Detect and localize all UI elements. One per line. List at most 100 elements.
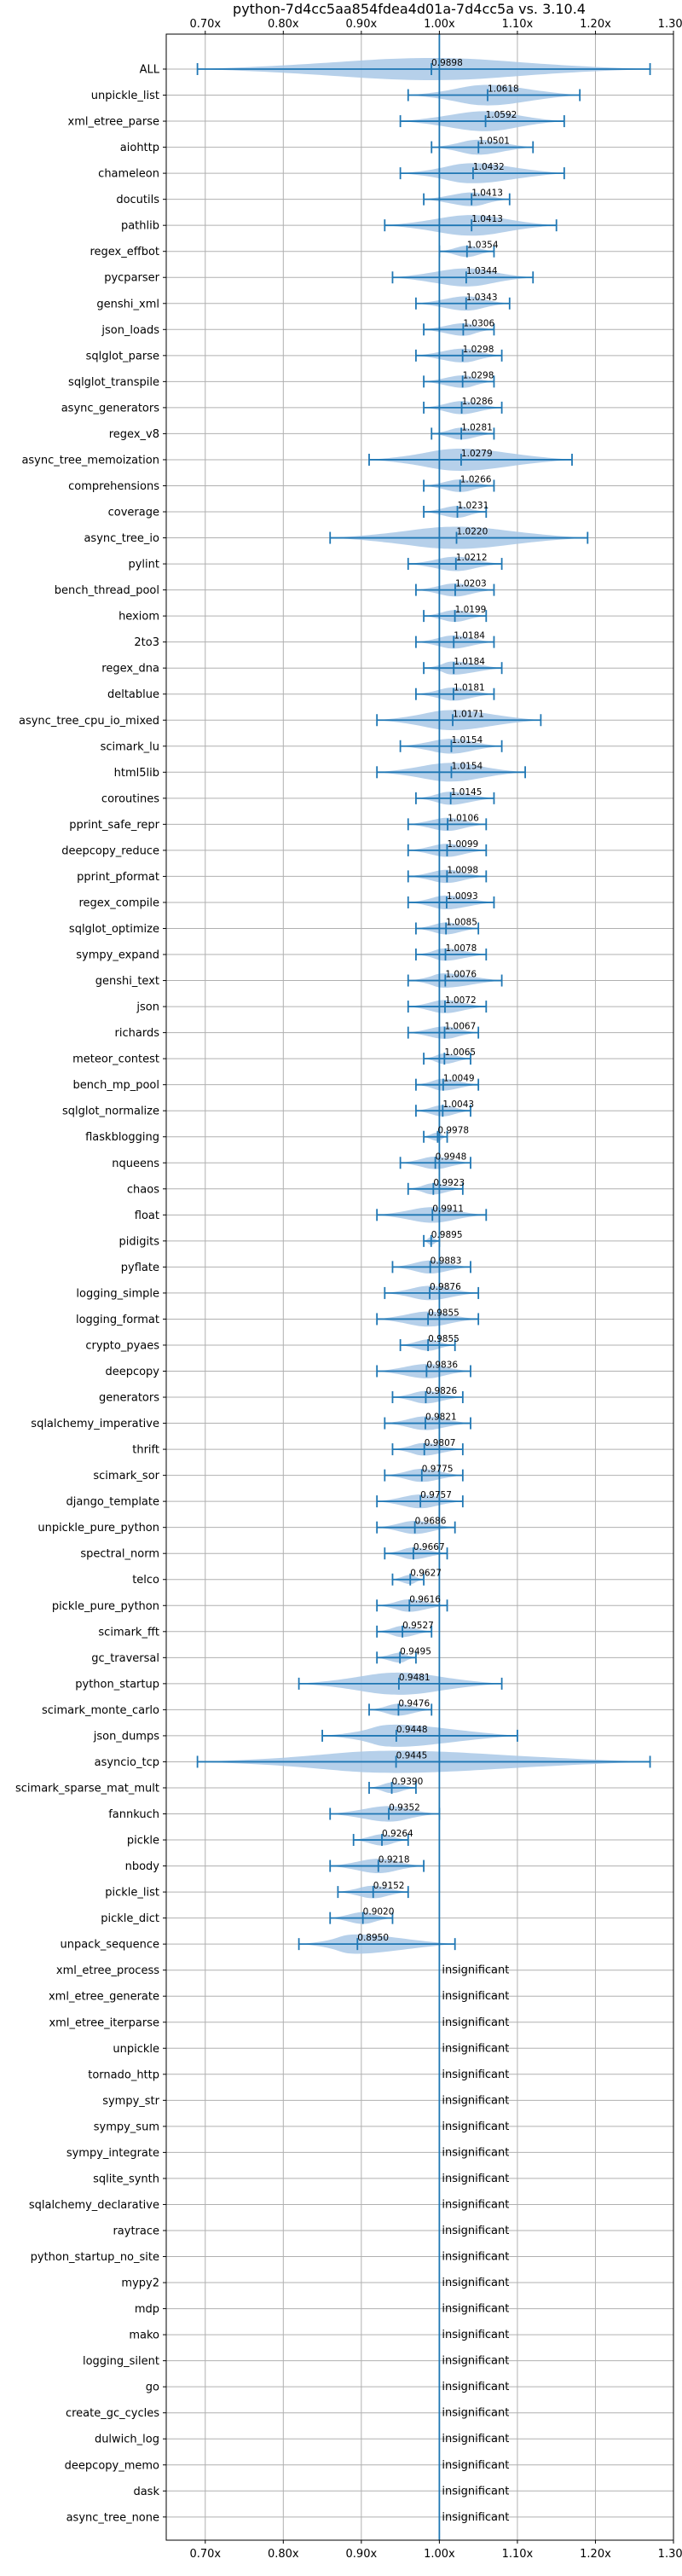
value-label: 0.9883	[431, 1256, 462, 1266]
value-label: 0.9876	[430, 1282, 461, 1292]
benchmark-label: regex_v8	[109, 428, 159, 441]
value-label: 0.9448	[396, 1725, 428, 1735]
value-label: 0.9667	[413, 1542, 445, 1552]
value-label: 0.9152	[373, 1881, 405, 1891]
insignificant-label: insignificant	[442, 2042, 509, 2055]
value-label: 1.0099	[447, 839, 478, 850]
benchmark-label: sympy_sum	[94, 2121, 159, 2133]
value-label: 1.0220	[457, 527, 488, 537]
insignificant-label: insignificant	[442, 2459, 509, 2472]
insignificant-label: insignificant	[442, 1964, 509, 1977]
benchmark-label: raytrace	[113, 2225, 159, 2237]
violin-layer	[196, 58, 651, 1954]
benchmark-label: ALL	[140, 64, 160, 77]
value-label: 1.0184	[454, 657, 485, 667]
benchmark-label: regex_dna	[101, 663, 159, 676]
benchmark-label: pickle_dict	[101, 1912, 159, 1925]
benchmark-label: coroutines	[101, 792, 159, 805]
benchmark-label: scimark_sor	[93, 1470, 159, 1482]
benchmark-label: mypy2	[121, 2277, 159, 2290]
x-tick-label-bottom: 0.70x	[189, 2548, 221, 2561]
value-label: 1.0067	[445, 1022, 477, 1032]
insignificant-label: insignificant	[442, 2511, 509, 2524]
value-label: 1.0184	[454, 631, 485, 641]
benchmark-label: pycparser	[104, 272, 159, 285]
benchmark-label: scimark_fft	[98, 1626, 159, 1639]
value-label: 1.0344	[466, 266, 498, 276]
value-label: 1.0279	[461, 449, 493, 459]
benchmark-label: python_startup	[75, 1678, 159, 1691]
benchmark-label: bench_mp_pool	[72, 1079, 159, 1092]
benchmark-label: json	[136, 1001, 159, 1014]
benchmark-label: richards	[115, 1027, 160, 1040]
insignificant-label: insignificant	[442, 2094, 509, 2107]
benchmark-label: hexiom	[118, 611, 159, 624]
benchmark-label: pyflate	[121, 1262, 159, 1274]
x-tick-label-bottom: 1.30x	[658, 2548, 682, 2561]
value-label: 0.9352	[389, 1803, 420, 1813]
benchmark-label: dulwich_log	[95, 2434, 159, 2446]
x-tick-label-top: 1.30x	[658, 18, 682, 31]
benchmark-label: pprint_pformat	[77, 871, 159, 884]
benchmark-label: async_tree_io	[84, 532, 159, 545]
value-label: 1.0231	[458, 501, 489, 511]
benchmark-label: unpickle_list	[91, 90, 159, 102]
value-label: 0.9390	[392, 1777, 424, 1787]
value-label: 0.9218	[379, 1855, 410, 1865]
insignificant-label: insignificant	[442, 2485, 509, 2498]
chart-title: python-7d4cc5aa854fdea4d01a-7d4cc5a vs. …	[233, 1, 586, 17]
x-tick-label-bottom: 0.90x	[346, 2548, 378, 2561]
value-label: 0.9948	[436, 1152, 467, 1162]
benchmark-label: sqlglot_parse	[86, 350, 159, 363]
benchmark-label: thrift	[132, 1444, 159, 1457]
value-label: 1.0076	[445, 970, 477, 980]
benchmark-label: unpack_sequence	[60, 1939, 159, 1952]
benchmark-label: deepcopy_memo	[65, 2459, 159, 2472]
benchmark-label: logging_format	[76, 1314, 159, 1326]
value-label: 0.9627	[410, 1569, 442, 1579]
benchmark-label: xml_etree_generate	[49, 1991, 159, 2004]
x-tick-label-top: 0.90x	[346, 18, 378, 31]
value-label: 1.0298	[463, 370, 494, 380]
benchmark-label: pathlib	[121, 220, 159, 233]
benchmark-label: pylint	[128, 559, 159, 571]
benchmark-label: unpickle_pure_python	[38, 1522, 159, 1535]
value-label: 1.0618	[488, 84, 519, 95]
x-tick-label-bottom: 0.80x	[268, 2548, 299, 2561]
benchmark-label: docutils	[116, 194, 159, 206]
x-tick-label-bottom: 1.20x	[580, 2548, 611, 2561]
value-label: 0.8950	[357, 1933, 389, 1943]
benchmark-label: create_gc_cycles	[66, 2407, 159, 2420]
value-label: 0.9898	[431, 58, 463, 68]
benchmark-label: sqlglot_normalize	[62, 1105, 159, 1118]
benchmark-label: nqueens	[112, 1157, 159, 1170]
benchmark-label: async_generators	[61, 402, 160, 415]
value-label: 0.9807	[425, 1438, 456, 1448]
value-label: 0.9855	[428, 1334, 459, 1344]
benchmark-label: chaos	[127, 1183, 159, 1196]
benchmark-label: fannkuch	[108, 1808, 159, 1821]
value-label: 1.0181	[454, 683, 485, 693]
insignificant-label: insignificant	[442, 2277, 509, 2289]
benchmark-label: xml_etree_parse	[68, 116, 159, 129]
benchmark-label: python_startup_no_site	[31, 2251, 159, 2264]
value-label: 1.0212	[456, 553, 488, 563]
value-label: 1.0203	[455, 579, 487, 589]
benchmark-label: deepcopy_reduce	[61, 844, 159, 857]
benchmark-label: telco	[132, 1574, 159, 1587]
benchmark-label: sympy_integrate	[66, 2147, 159, 2160]
benchmark-label: pprint_safe_repr	[69, 819, 159, 832]
benchmark-label: sqlite_synth	[93, 2173, 159, 2185]
value-label: 1.0413	[471, 189, 503, 199]
x-tick-label-bottom: 1.00x	[424, 2548, 455, 2561]
value-label: 0.9757	[420, 1490, 452, 1500]
x-tick-label-top: 1.20x	[580, 18, 611, 31]
insignificant-label: insignificant	[442, 2355, 509, 2368]
insignificant-label: insignificant	[442, 2329, 509, 2341]
benchmark-label: coverage	[108, 507, 159, 519]
benchmark-label: async_tree_memoization	[21, 454, 159, 467]
benchmark-label: scimark_sparse_mat_mult	[15, 1782, 159, 1795]
value-label: 0.9923	[433, 1178, 465, 1188]
insignificant-label: insignificant	[442, 2068, 509, 2081]
value-label: 0.9445	[396, 1750, 428, 1761]
